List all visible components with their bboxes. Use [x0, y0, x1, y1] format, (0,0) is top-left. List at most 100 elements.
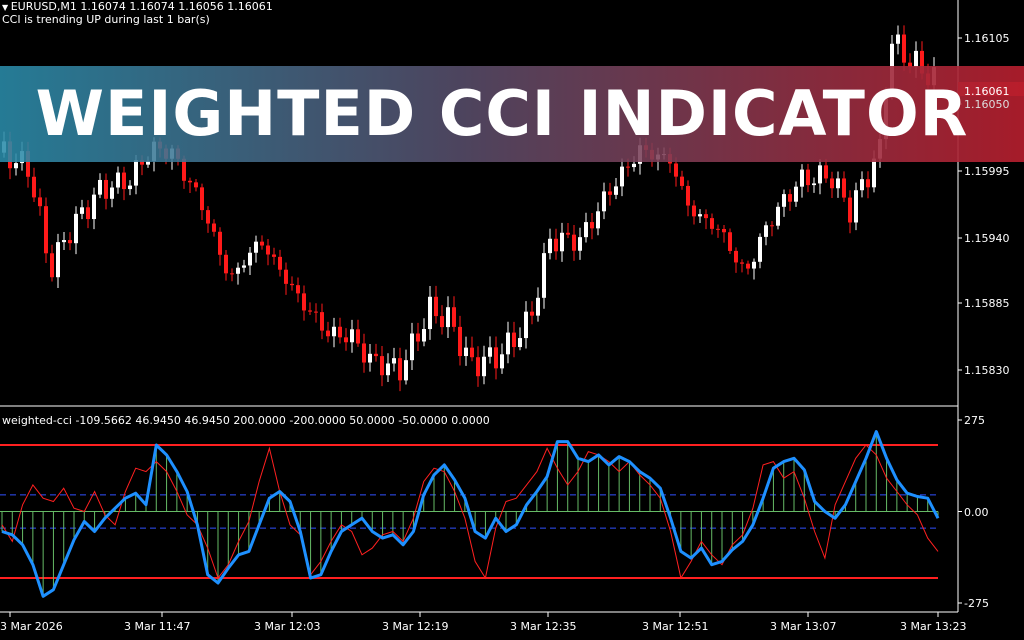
- candle-body: [368, 353, 372, 363]
- candle-body: [284, 269, 288, 284]
- time-label: 3 Mar 12:03: [254, 620, 321, 633]
- candle-body: [842, 178, 846, 198]
- candle-body: [194, 182, 198, 188]
- candle-body: [434, 296, 438, 317]
- candle-body: [206, 210, 210, 224]
- candle-body: [314, 311, 318, 313]
- candle-body: [704, 214, 708, 219]
- candle-body: [380, 356, 384, 376]
- candle-body: [608, 191, 612, 195]
- candle-body: [536, 297, 540, 316]
- candle-body: [680, 176, 684, 186]
- candle-body: [686, 185, 690, 206]
- candle-body: [728, 232, 732, 251]
- candle-body: [386, 363, 390, 376]
- price-label: 1.16061: [964, 85, 1010, 98]
- candle-body: [602, 191, 606, 212]
- candle-body: [836, 178, 840, 189]
- price-label: 1.15995: [964, 165, 1010, 178]
- candle-body: [374, 353, 378, 357]
- candle-body: [254, 241, 258, 253]
- candle-body: [362, 343, 366, 363]
- time-label: 3 Mar 13:07: [770, 620, 837, 633]
- candle-body: [872, 158, 876, 188]
- candle-body: [722, 228, 726, 233]
- candle-body: [860, 179, 864, 191]
- candle-body: [698, 214, 702, 217]
- candle-body: [350, 329, 354, 343]
- indicator-title: weighted-cci -109.5662 46.9450 46.9450 2…: [2, 414, 490, 427]
- candle-body: [908, 62, 912, 67]
- banner-title: WEIGHTED CCI INDICATOR: [35, 77, 969, 150]
- candle-body: [482, 356, 486, 377]
- trend-status: CCI is trending UP during last 1 bar(s): [2, 13, 210, 26]
- candle-body: [134, 160, 138, 186]
- candle-body: [278, 256, 282, 270]
- candle-body: [458, 326, 462, 357]
- candle-body: [590, 222, 594, 229]
- title-banner: WEIGHTED CCI INDICATOR: [0, 66, 1024, 162]
- candle-body: [80, 207, 84, 214]
- time-label: 3 Mar 2026: [0, 620, 63, 633]
- candle-body: [26, 151, 30, 177]
- symbol-info: ▼ EURUSD,M1 1.16074 1.16074 1.16056 1.16…: [2, 0, 273, 14]
- candle-body: [620, 166, 624, 187]
- candle-body: [272, 254, 276, 257]
- candle-body: [746, 263, 750, 269]
- candle-body: [110, 187, 114, 199]
- candle-body: [344, 337, 348, 343]
- price-panel[interactable]: [2, 25, 936, 392]
- candle-body: [692, 205, 696, 217]
- candle-body: [674, 163, 678, 177]
- candle-body: [62, 240, 66, 243]
- candle-body: [410, 333, 414, 361]
- candle-body: [128, 185, 132, 190]
- candle-body: [494, 347, 498, 369]
- candle-body: [230, 273, 234, 275]
- candle-body: [332, 326, 336, 337]
- candle-body: [38, 197, 42, 207]
- candle-body: [734, 250, 738, 263]
- candle-body: [140, 160, 144, 165]
- indicator-panel[interactable]: [0, 430, 940, 598]
- candle-body: [476, 357, 480, 377]
- candle-body: [326, 330, 330, 337]
- candle-body: [392, 358, 396, 364]
- candle-body: [788, 194, 792, 202]
- time-label: 3 Mar 12:51: [642, 620, 709, 633]
- candle-body: [710, 218, 714, 229]
- candle-body: [74, 213, 78, 244]
- collapse-triangle-icon[interactable]: ▼: [2, 3, 11, 12]
- candle-body: [740, 262, 744, 264]
- cci-blue-line: [1, 430, 940, 598]
- candle-body: [452, 307, 456, 327]
- candle-body: [776, 206, 780, 226]
- candle-body: [428, 296, 432, 330]
- candle-body: [50, 253, 54, 278]
- candle-body: [104, 179, 108, 199]
- candle-body: [548, 238, 552, 254]
- candle-body: [404, 360, 408, 381]
- candle-body: [92, 194, 96, 220]
- candle-body: [752, 261, 756, 269]
- candle-body: [122, 172, 126, 190]
- candle-body: [914, 50, 918, 67]
- time-label: 3 Mar 13:23: [900, 620, 967, 633]
- candle-body: [800, 169, 804, 187]
- candle-body: [854, 190, 858, 223]
- candle-body: [446, 307, 450, 328]
- candle-body: [14, 163, 18, 169]
- candle-body: [464, 347, 468, 357]
- candle-body: [512, 332, 516, 348]
- candle-body: [506, 332, 510, 355]
- candle-body: [560, 232, 564, 252]
- candle-body: [794, 186, 798, 202]
- indicator-axis-label: 0.00: [964, 505, 989, 519]
- candle-body: [242, 265, 246, 268]
- price-label: 1.16050: [964, 98, 1010, 111]
- candle-body: [182, 158, 186, 181]
- indicator-axis-label: 275: [964, 414, 985, 427]
- candle-body: [188, 180, 192, 183]
- candle-body: [824, 165, 828, 179]
